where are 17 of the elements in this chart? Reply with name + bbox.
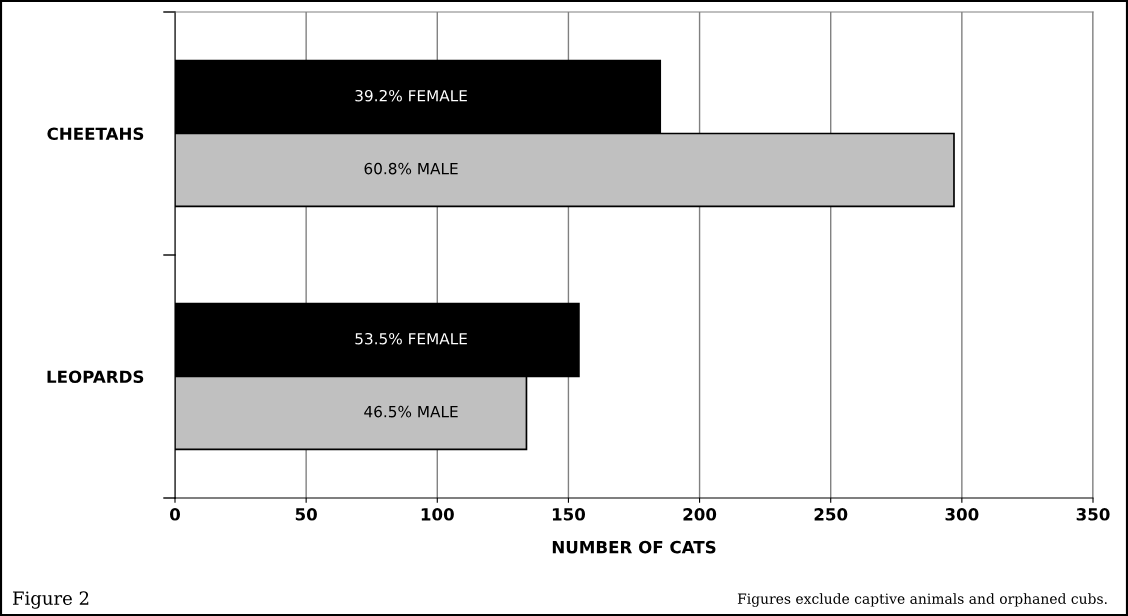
annotation: 39.2% FEMALE (355, 89, 467, 102)
x-tick-label: 50 (295, 508, 317, 521)
x-tick-label: 200 (683, 508, 717, 521)
x-tick-label: 250 (814, 508, 848, 521)
y-tick-label: LEOPARDS (47, 370, 144, 384)
annotation: 46.5% MALE (364, 405, 458, 418)
text: Figures exclude captive animals and orphaned cubs. (737, 593, 1107, 607)
x-tick-label: 350 (1076, 508, 1110, 521)
x-tick-label: 300 (945, 508, 979, 521)
annotation: 60.8% MALE (364, 162, 458, 175)
caption: Figure 2 (13, 591, 89, 609)
x-tick-label: 0 (170, 508, 180, 521)
annotation: 53.5% FEMALE (355, 332, 467, 345)
x-tick-label: 100 (421, 508, 454, 521)
x-axis-title: NUMBER OF CATS (552, 540, 716, 554)
x-tick-label: 150 (552, 508, 586, 521)
y-tick-label: CHEETAHS (47, 127, 144, 141)
